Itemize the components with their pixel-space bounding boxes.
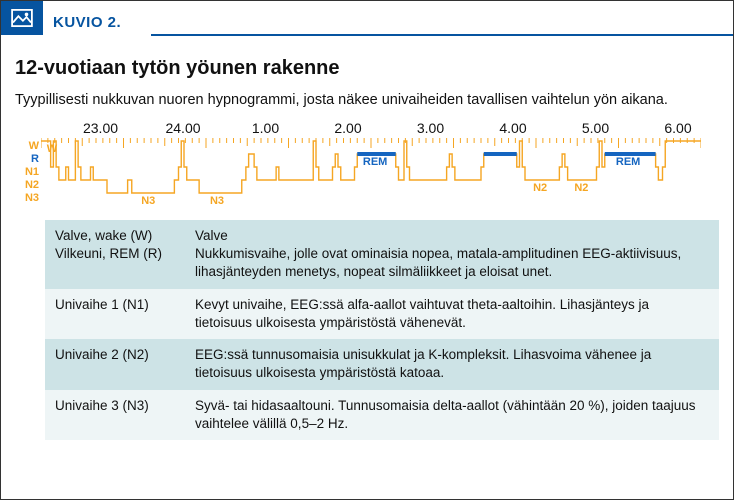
y-label-n3: N3 — [19, 192, 39, 205]
legend-desc: EEG:ssä tunnusomaisia unisukkulat ja K-k… — [185, 339, 719, 389]
x-axis-labels: 23.00 24.00 1.00 2.00 3.00 4.00 5.00 6.00 — [73, 120, 719, 138]
svg-text:N2: N2 — [574, 182, 588, 194]
header-rule — [151, 1, 733, 36]
hypnogram-svg: W N3 N3 REM N2 N2 REM — [41, 138, 701, 216]
hypnogram-svg-wrap: W N3 N3 REM N2 N2 REM — [41, 138, 719, 218]
svg-text:N3: N3 — [141, 195, 155, 207]
time-label: 24.00 — [165, 120, 200, 136]
time-label: 1.00 — [252, 120, 279, 136]
y-label-n2: N2 — [19, 179, 39, 192]
legend-desc: Syvä- tai hidasaaltouni. Tunnusomaisia d… — [185, 390, 719, 440]
legend-term: Univaihe 2 (N2) — [45, 339, 185, 389]
legend-desc: Kevyt univaihe, EEG:ssä alfa-aallot vaih… — [185, 289, 719, 339]
figure-number: KUVIO 2. — [43, 6, 133, 31]
time-label: 23.00 — [83, 120, 118, 136]
svg-text:N2: N2 — [533, 182, 547, 194]
legend-row: Valve, wake (W)Vilkeuni, REM (R)ValveNuk… — [45, 220, 719, 289]
time-label: 2.00 — [334, 120, 361, 136]
y-axis-labels: W R N1 N2 N3 — [19, 140, 39, 205]
figure-header: KUVIO 2. — [1, 1, 733, 35]
time-label: 5.00 — [582, 120, 609, 136]
y-label-r: R — [19, 153, 39, 166]
svg-text:W: W — [47, 143, 58, 155]
y-label-w: W — [19, 140, 39, 153]
legend-term: Univaihe 3 (N3) — [45, 390, 185, 440]
legend-desc: ValveNukkumisvaihe, jolle ovat ominaisia… — [185, 220, 719, 289]
figure-container: KUVIO 2. 12-vuotiaan tytön yöunen rakenn… — [0, 0, 734, 500]
header-diagonal — [129, 1, 151, 35]
svg-text:REM: REM — [616, 156, 640, 168]
figure-subtitle: Tyypillisesti nukkuvan nuoren hypnogramm… — [1, 86, 733, 116]
legend-row: Univaihe 2 (N2)EEG:ssä tunnusomaisia uni… — [45, 339, 719, 389]
legend-table-el: Valve, wake (W)Vilkeuni, REM (R)ValveNuk… — [45, 220, 719, 440]
figure-title: 12-vuotiaan tytön yöunen rakenne — [1, 35, 733, 86]
legend-term: Univaihe 1 (N1) — [45, 289, 185, 339]
time-label: 4.00 — [499, 120, 526, 136]
svg-text:REM: REM — [363, 156, 387, 168]
time-label: 3.00 — [417, 120, 444, 136]
image-icon — [1, 1, 43, 35]
legend-table: Valve, wake (W)Vilkeuni, REM (R)ValveNuk… — [45, 220, 719, 440]
hypnogram-chart: 23.0024.001.002.003.004.005.006.00 W R N… — [35, 120, 719, 218]
time-label: 6.00 — [664, 120, 691, 136]
svg-text:N3: N3 — [210, 195, 224, 207]
legend-row: Univaihe 3 (N3)Syvä- tai hidasaaltouni. … — [45, 390, 719, 440]
legend-row: Univaihe 1 (N1)Kevyt univaihe, EEG:ssä a… — [45, 289, 719, 339]
y-label-n1: N1 — [19, 166, 39, 179]
legend-term: Valve, wake (W)Vilkeuni, REM (R) — [45, 220, 185, 289]
